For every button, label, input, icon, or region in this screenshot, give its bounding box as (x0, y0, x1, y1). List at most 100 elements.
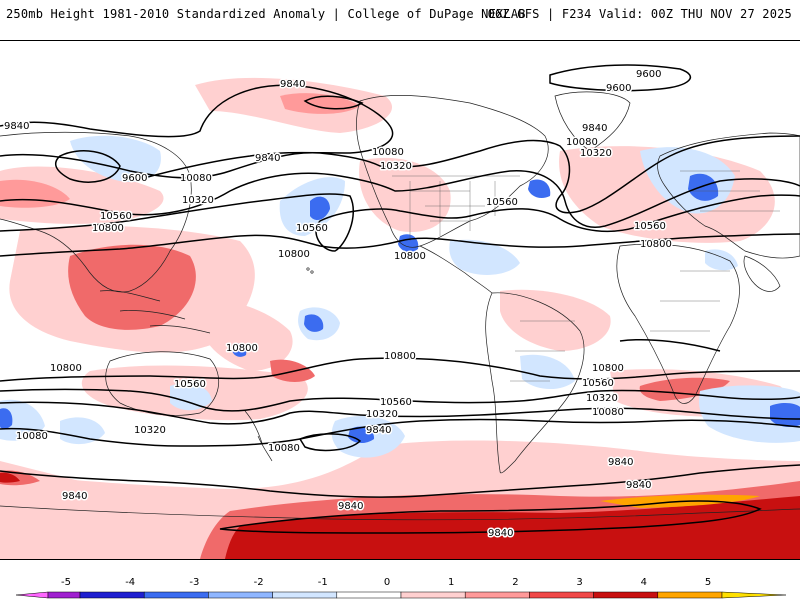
negative-anomaly-region (304, 314, 324, 332)
contour-label: 9840 (338, 501, 363, 512)
contour-label: 10800 (394, 251, 426, 262)
contour-label: 9840 (582, 123, 607, 134)
contour-10320 (0, 170, 800, 228)
negative-anomaly-region (232, 343, 247, 357)
contour-10080 (0, 418, 800, 447)
colorbar-segment (464, 591, 530, 599)
contour-labels: 9840 9600 9600 9840 9840 9840 9600 10080… (3, 68, 674, 541)
contour-label: 10560 (582, 378, 614, 389)
contour-label: 10800 (384, 351, 416, 362)
contour-label: 10560 (634, 221, 666, 232)
contour-label: 9840 (4, 121, 29, 132)
contour-10080 (0, 135, 800, 214)
colorbar-segment (593, 591, 659, 599)
contour-label: 9840 (608, 457, 633, 468)
colorbar-segment (47, 591, 81, 599)
contour-label: 9840 (255, 153, 280, 164)
contour-label: 10320 (182, 195, 214, 206)
contour-10560 (0, 388, 800, 412)
contour-label: 9840 (280, 79, 305, 90)
colorbar-segment (657, 591, 723, 599)
model-valid-time: 06Z GFS | F234 Valid: 00Z THU NOV 27 202… (487, 7, 792, 21)
contour-label: 9840 (62, 491, 87, 502)
contour-9600 (298, 433, 362, 452)
political-borders (392, 170, 780, 382)
contour-10800 (0, 233, 800, 257)
contour-label: 9840 (488, 528, 513, 539)
colorbar-tick-label: 1 (448, 577, 454, 588)
contour-label: 10080 (372, 147, 404, 158)
contour-label: 10080 (566, 137, 598, 148)
contour-label: 9840 (366, 425, 391, 436)
colorbar-tick-label: -4 (125, 577, 135, 588)
colorbar-segment (400, 591, 466, 599)
contour-label: 9600 (636, 69, 661, 80)
contour-9840 (303, 95, 364, 110)
anomaly-shading (0, 77, 800, 559)
colorbar-tick-label: 2 (512, 577, 518, 588)
contour-label: 10320 (134, 425, 166, 436)
contour-label: 10320 (366, 409, 398, 420)
contour-9600 (549, 64, 692, 92)
colorbar-tick-label: -3 (189, 577, 199, 588)
colorbar-segment (208, 591, 273, 599)
contour-label: 10080 (268, 443, 300, 454)
contour-label: 10560 (380, 397, 412, 408)
contour-10800 (0, 357, 800, 382)
contour-10560 (0, 193, 800, 252)
contour-10080 (619, 339, 721, 352)
negative-anomaly-region (310, 196, 330, 221)
positive-anomaly-region (68, 244, 196, 330)
contour-label: 10800 (50, 363, 82, 374)
contour-label: 10320 (580, 148, 612, 159)
colorbar-segment (79, 591, 145, 599)
negative-anomaly-region (770, 403, 800, 427)
negative-anomaly-region (348, 426, 375, 444)
contour-9600 (54, 150, 121, 183)
colorbar-legend: -5 -4 -3 -2 -1 0 1 2 3 4 5 (0, 568, 800, 600)
contour-10320 (0, 401, 800, 425)
contour-label: 10080 (180, 173, 212, 184)
colorbar-segment (336, 591, 402, 599)
colorbar-tick-label: -2 (254, 577, 264, 588)
contour-label: 10080 (16, 431, 48, 442)
positive-anomaly-region (0, 461, 110, 498)
negative-anomaly-region (705, 249, 738, 271)
contour-label: 9600 (122, 173, 147, 184)
negative-anomaly-region (170, 383, 212, 411)
colorbar-arrow-low (15, 591, 49, 599)
contour-label: 9840 (626, 480, 651, 491)
colorbar-tick-label: 0 (384, 577, 390, 588)
contour-label: 10560 (100, 211, 132, 222)
negative-anomaly-region (0, 399, 45, 441)
colorbar-tick-label: 5 (705, 577, 711, 588)
contour-label: 10800 (226, 343, 258, 354)
contour-label: 9600 (606, 83, 631, 94)
contour-label: 10800 (92, 223, 124, 234)
coastlines (0, 91, 800, 521)
contour-label: 10320 (380, 161, 412, 172)
negative-anomaly-region (0, 408, 13, 429)
anomaly-map: 9840 9600 9600 9840 9840 9840 9600 10080… (0, 40, 800, 560)
contour-9840 (0, 84, 394, 180)
colorbar-segment (143, 591, 209, 599)
positive-anomaly-region (0, 472, 20, 483)
colorbar: -5 -4 -3 -2 -1 0 1 2 3 4 5 (15, 577, 787, 599)
contour-label: 10800 (592, 363, 624, 374)
contour-label: 10560 (486, 197, 518, 208)
negative-anomaly-region (60, 417, 105, 445)
positive-anomaly-region (359, 157, 451, 232)
contour-label: 10800 (278, 249, 310, 260)
contour-label: 10320 (586, 393, 618, 404)
colorbar-segment (272, 591, 338, 599)
contour-label: 10800 (640, 239, 672, 250)
map-title: 250mb Height 1981-2010 Standardized Anom… (6, 7, 526, 21)
positive-anomaly-region (639, 377, 730, 401)
contour-label: 10560 (174, 379, 206, 390)
negative-anomaly-region (449, 239, 520, 275)
colorbar-tick-label: 3 (576, 577, 582, 588)
positive-anomaly-region (500, 289, 611, 351)
height-contours (0, 64, 800, 534)
colorbar-segment (529, 591, 594, 599)
positive-anomaly-region (0, 179, 70, 208)
